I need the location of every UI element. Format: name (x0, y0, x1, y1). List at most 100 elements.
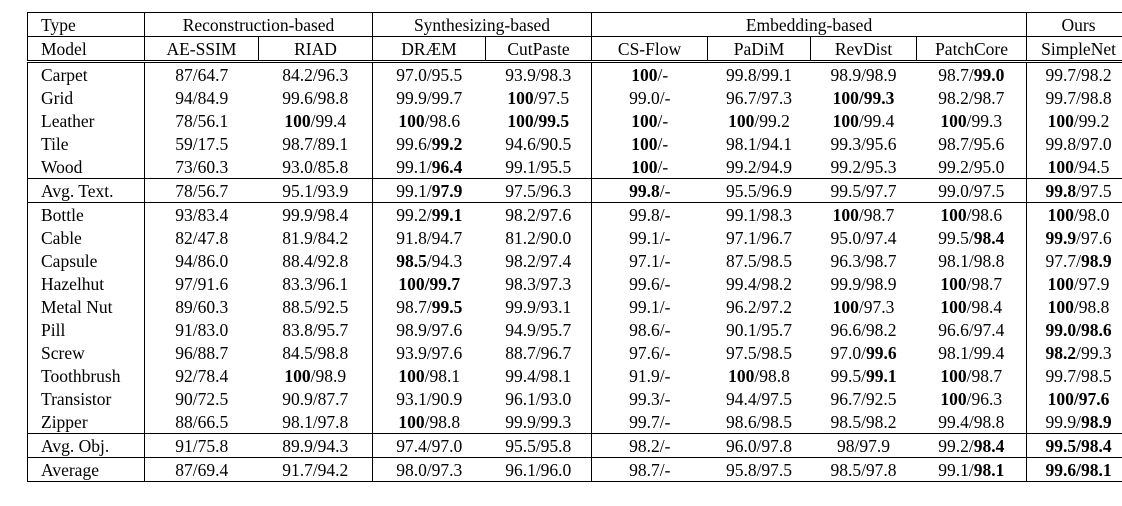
cell-value: 98.2/- (629, 435, 671, 456)
cell-value: 99.0/97.5 (938, 180, 1005, 201)
table-cell: 99.4/98.2 (708, 272, 811, 295)
cell-value: 99.7/98.8 (1045, 87, 1112, 108)
method-header-label: RevDist (834, 38, 893, 59)
cell-value: /98.6 (424, 110, 461, 131)
table-row: Average 87/69.4 91.7/94.2 98.0/97.3 96.1/96.… (27, 457, 1122, 482)
cell-value: 81.2/90.0 (505, 227, 572, 248)
cell-value: 93.9/98.3 (505, 64, 572, 85)
table-cell: 100/- (591, 155, 708, 179)
table-cell: 98.2/97.6 (486, 203, 592, 227)
cell-value: 97.6/- (629, 342, 671, 363)
cell-value: 98/97.9 (837, 435, 890, 456)
header-group: Embedding-based (590, 12, 1027, 37)
row-label-text: Tile (41, 133, 69, 154)
cell-value: 99.8/99.1 (725, 64, 793, 85)
method-header: CS-Flow (591, 36, 708, 62)
cell-value: 97.0/ (830, 342, 866, 363)
cell-value: 99.6/ (396, 133, 432, 154)
cell-value: /96.3 (966, 388, 1003, 409)
table-cell: 99.5/98.4 (917, 226, 1027, 249)
row-label: Cable (28, 226, 145, 249)
table-cell: 90/72.5 (144, 387, 259, 410)
header-group-label: Ours (1061, 14, 1096, 35)
row-label: Pill (28, 318, 145, 341)
table-cell: 94/84.9 (144, 86, 259, 109)
table-cell: 99.0/97.5 (917, 179, 1027, 203)
table-cell: 98.7/99.5 (372, 295, 486, 318)
row-label: Tile (28, 132, 145, 155)
table-cell: 96/88.7 (144, 341, 259, 364)
table-cell: 98.5/97.8 (811, 458, 917, 482)
table-cell: 99.4/98.8 (917, 410, 1027, 434)
cell-value: 91.8/94.7 (396, 227, 463, 248)
table-cell: 94.6/90.5 (486, 132, 592, 155)
cell-value: 99.1/- (629, 296, 671, 317)
table-cell: 99.4/98.1 (486, 364, 592, 387)
table-cell: 97.0/99.6 (811, 341, 917, 364)
table-cell: 84.2/96.3 (259, 62, 373, 87)
table-row: Zipper 88/66.5 98.1/97.8 100/98.8 99.9/99.3 9… (27, 410, 1122, 434)
cell-value: 95.8/97.5 (725, 459, 793, 480)
cell-value-bold: 100 (1047, 296, 1074, 317)
cell-value-bold: 99.0 (973, 64, 1005, 85)
cell-value: 99.9/93.1 (505, 296, 572, 317)
table-row: Pill 91/83.0 83.8/95.7 98.9/97.6 94.9/95.7 98… (27, 318, 1122, 341)
table-cell: 100/- (591, 109, 708, 132)
table-cell: 99.1/- (591, 295, 708, 318)
header-type: Type (28, 13, 145, 37)
table-cell: 90.1/95.7 (708, 318, 811, 341)
method-header: DRÆM (372, 36, 486, 62)
cell-value: 92/78.4 (175, 365, 229, 386)
cell-value: 89/60.3 (175, 296, 229, 317)
table-cell: 98.7/95.6 (917, 132, 1027, 155)
cell-value: 82/47.8 (175, 227, 229, 248)
table-cell: 99.8/- (591, 178, 708, 203)
table-cell: 100/98.9 (259, 364, 373, 387)
table-cell: 99.1/95.5 (486, 155, 592, 179)
row-label-text: Average (41, 459, 99, 480)
header-group-label: Reconstruction-based (182, 14, 335, 35)
table-row: Capsule 94/86.0 88.4/92.8 98.5/94.3 98.2/97.… (27, 249, 1122, 272)
cell-value: 99.0/- (629, 87, 671, 108)
cell-value: /99.3 (966, 110, 1003, 131)
cell-value: 93.1/90.9 (396, 388, 463, 409)
table-cell: 100/97.5 (486, 86, 592, 109)
table-row: Screw 96/88.7 84.5/98.8 93.9/97.6 88.7/96.7 9… (27, 341, 1122, 364)
table-cell: 97.6/- (591, 341, 708, 364)
method-header: PaDiM (707, 36, 811, 62)
table-cell: 99.8/- (591, 202, 708, 226)
cell-value: 87/64.7 (175, 64, 229, 85)
cell-value-bold: 99.6/98.1 (1045, 459, 1112, 480)
table-cell: 99.2/94.9 (708, 155, 811, 179)
table-cell: 100/98.6 (917, 203, 1027, 227)
cell-value: 99.1/98.3 (725, 204, 793, 225)
table-row: Cable 82/47.8 81.9/84.2 91.8/94.7 81.2/90.0 9… (27, 226, 1122, 249)
cell-value: 90.9/87.7 (282, 388, 349, 409)
cell-value: 98.1/94.1 (725, 133, 793, 154)
table-cell: 94.9/95.7 (486, 318, 592, 341)
table-cell: 84.5/98.8 (259, 341, 373, 364)
table-cell: 100/- (591, 132, 708, 155)
table-cell: 100/98.0 (1026, 202, 1122, 226)
table-cell: 93.1/90.9 (372, 387, 486, 410)
cell-value: 99.2/95.0 (938, 156, 1005, 177)
cell-value: 99.2/94.9 (725, 156, 793, 177)
cell-value: 95.1/93.9 (282, 180, 349, 201)
method-header-label: CutPaste (507, 38, 570, 59)
table-cell: 100/97.3 (811, 295, 917, 318)
table-cell: 99.1/98.3 (708, 203, 811, 227)
cell-value-bold: 98.1 (973, 459, 1005, 480)
row-label: Grid (28, 86, 145, 109)
cell-value: 87/69.4 (175, 459, 229, 480)
row-label: Zipper (28, 410, 145, 434)
cell-value: /98.8 (1073, 296, 1110, 317)
cell-value: 96.7/92.5 (830, 388, 897, 409)
cell-value: 99.7/98.2 (1045, 64, 1112, 85)
cell-value-bold: 100/97.6 (1047, 388, 1110, 409)
cell-value-bold: 100/99.7 (398, 273, 461, 294)
cell-value-bold: 100 (832, 110, 859, 131)
table-cell: 99.9/98.9 (1026, 410, 1122, 434)
table-cell: 96.1/93.0 (486, 387, 592, 410)
row-label: Hazelhut (28, 272, 145, 295)
table-cell: 98.1/94.1 (708, 132, 811, 155)
